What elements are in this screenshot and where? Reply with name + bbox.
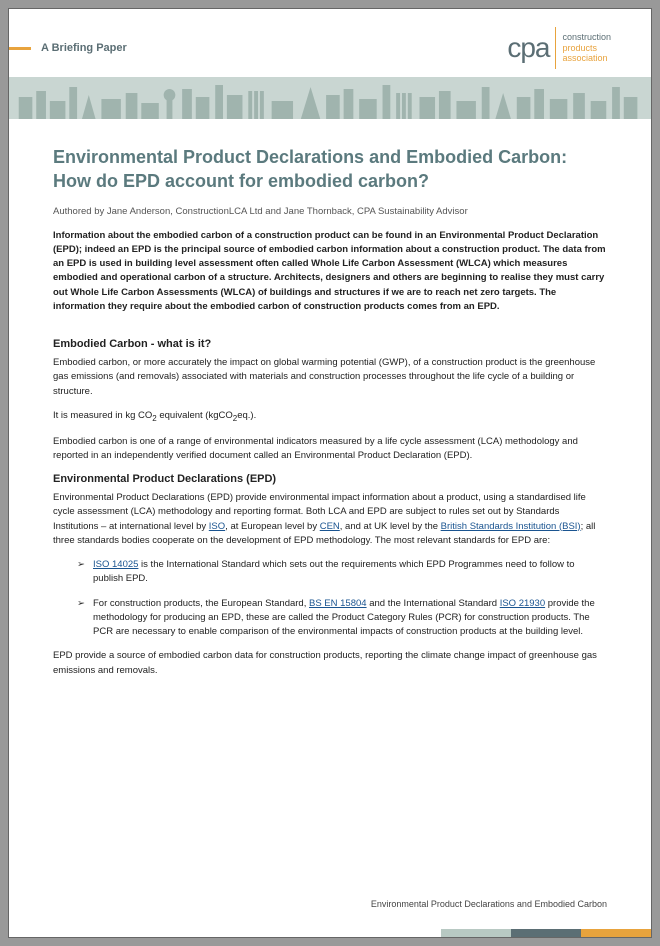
page-title: Environmental Product Declarations and E… xyxy=(53,145,607,194)
sec1-p3: Embodied carbon is one of a range of env… xyxy=(53,435,607,464)
bullet-2: For construction products, the European … xyxy=(77,597,607,640)
logo-subtext: construction products association xyxy=(562,32,611,64)
bullet1-rest: is the International Standard which sets… xyxy=(93,559,575,584)
logo-main: cpa xyxy=(507,32,549,64)
footer-bar-2 xyxy=(511,929,581,937)
accent-bar xyxy=(9,47,31,50)
link-bs-en-15804[interactable]: BS EN 15804 xyxy=(309,598,367,609)
sec1-p2a: It is measured in kg CO xyxy=(53,410,152,421)
section-heading-embodied: Embodied Carbon - what is it? xyxy=(53,338,607,350)
sec1-p2c: eq.). xyxy=(237,410,256,421)
logo: cpa construction products association xyxy=(507,27,611,69)
briefing-label: A Briefing Paper xyxy=(41,42,127,54)
intro-para: Information about the embodied carbon of… xyxy=(53,229,607,315)
logo-line2: products xyxy=(562,43,611,54)
footer-text: Environmental Product Declarations and E… xyxy=(371,899,607,909)
bullet-1: ISO 14025 is the International Standard … xyxy=(77,558,607,587)
sec1-p2: It is measured in kg CO2 equivalent (kgC… xyxy=(53,409,607,425)
page: A Briefing Paper cpa construction produc… xyxy=(8,8,652,938)
section-heading-epd: Environmental Product Declarations (EPD) xyxy=(53,473,607,485)
bullet2-a: For construction products, the European … xyxy=(93,598,309,609)
link-bsi[interactable]: British Standards Institution (BSI) xyxy=(441,521,581,532)
link-iso21930[interactable]: ISO 21930 xyxy=(500,598,545,609)
skyline-banner xyxy=(9,77,651,119)
sec2-p1c: , and at UK level by the xyxy=(340,521,441,532)
link-cen[interactable]: CEN xyxy=(320,521,340,532)
link-iso14025[interactable]: ISO 14025 xyxy=(93,559,138,570)
sec1-p1: Embodied carbon, or more accurately the … xyxy=(53,356,607,399)
author-line: Authored by Jane Anderson, ConstructionL… xyxy=(53,206,607,217)
bullet-list: ISO 14025 is the International Standard … xyxy=(53,558,607,639)
sec1-p2b: equivalent (kgCO xyxy=(157,410,233,421)
sec2-p1: Environmental Product Declarations (EPD)… xyxy=(53,491,607,548)
logo-divider xyxy=(555,27,556,69)
logo-line3: association xyxy=(562,53,611,64)
footer-bar-3 xyxy=(581,929,651,937)
link-iso[interactable]: ISO xyxy=(209,521,225,532)
bullet2-b: and the International Standard xyxy=(367,598,500,609)
logo-line1: construction xyxy=(562,32,611,43)
content: Environmental Product Declarations and E… xyxy=(9,119,651,678)
sec2-p1b: , at European level by xyxy=(225,521,320,532)
briefing-label-block: A Briefing Paper xyxy=(9,42,127,54)
header: A Briefing Paper cpa construction produc… xyxy=(9,9,651,77)
sec2-p2: EPD provide a source of embodied carbon … xyxy=(53,649,607,678)
footer-bars xyxy=(441,929,651,937)
footer-bar-1 xyxy=(441,929,511,937)
